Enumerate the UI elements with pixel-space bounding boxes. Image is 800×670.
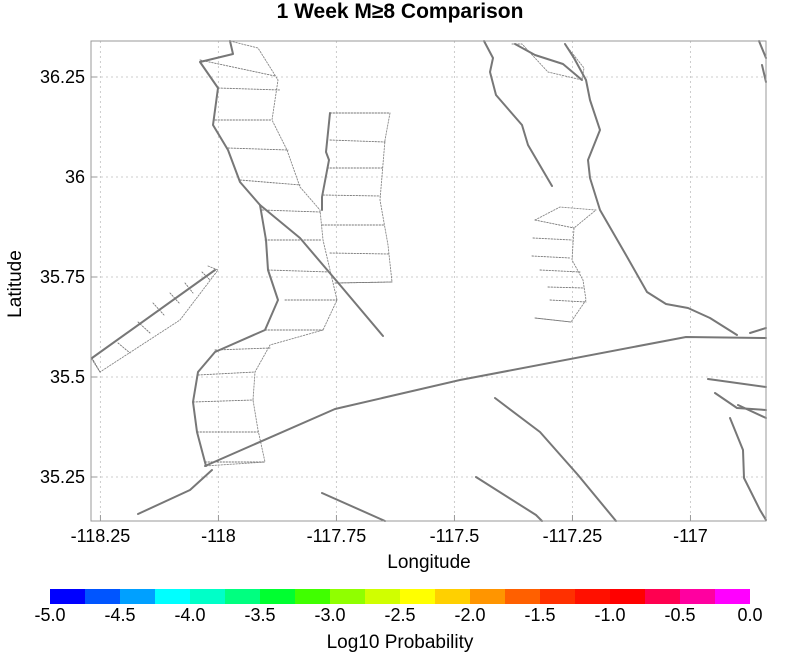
fault-trace — [737, 404, 767, 419]
colorbar-tick-label: -1.0 — [594, 605, 626, 625]
axis-ticks — [91, 76, 691, 521]
colorbar-segment — [575, 589, 610, 604]
fault-trace — [321, 492, 386, 522]
colorbar-tick-label: -3.5 — [244, 605, 276, 625]
fault-traces — [90, 40, 767, 522]
fault-trace — [729, 417, 767, 521]
colorbar-segment — [365, 589, 400, 604]
colorbar-label: Log10 Probability — [326, 632, 474, 653]
colorbar-segment — [190, 589, 225, 604]
fault-trace — [749, 327, 767, 334]
fault-surface-outline — [534, 206, 597, 323]
fault-trace — [259, 204, 384, 337]
x-tick-label: -117.5 — [429, 526, 480, 546]
fault-segment-ties — [531, 219, 587, 323]
fault-trace — [714, 392, 767, 411]
fault-surface-outline — [204, 40, 338, 467]
colorbar-segment — [50, 589, 85, 604]
colorbar-segment — [435, 589, 470, 604]
colorbar-segment — [715, 589, 750, 604]
colorbar-segment — [645, 589, 680, 604]
fault-trace — [91, 269, 216, 359]
x-tick-label: -118.25 — [70, 526, 131, 546]
colorbar-segment — [330, 589, 365, 604]
colorbar-segment — [120, 589, 155, 604]
fault-trace — [137, 469, 213, 515]
x-tick-label: -118 — [201, 526, 236, 546]
fault-segment-ties — [321, 112, 393, 284]
colorbar-segment — [295, 589, 330, 604]
y-tick-label: 36.25 — [39, 67, 85, 87]
fault-surface-outline — [511, 43, 585, 81]
fault-trace — [564, 43, 738, 336]
fault-trace — [761, 64, 767, 83]
colorbar-segment — [540, 589, 575, 604]
y-tick-label: 35.25 — [39, 467, 85, 487]
y-tick-label: 35.75 — [39, 267, 85, 287]
colorbar-tick-label: -4.0 — [174, 605, 206, 625]
colorbar-segment — [225, 589, 260, 604]
colorbar-tick-label: -5.0 — [34, 605, 66, 625]
colorbar-segment — [400, 589, 435, 604]
colorbar-segment — [680, 589, 715, 604]
fault-trace — [514, 43, 583, 81]
colorbar-tick-label: -1.5 — [524, 605, 556, 625]
grid-lines — [91, 41, 766, 521]
fault-surface-outline — [329, 112, 393, 284]
colorbar-tick-label: -2.5 — [384, 605, 416, 625]
y-axis-label: Latitude — [5, 250, 26, 318]
x-tick-label: -117.75 — [306, 526, 367, 546]
fault-trace — [475, 476, 543, 522]
colorbar-segment — [260, 589, 295, 604]
colorbar-tick-label: -0.5 — [664, 605, 696, 625]
colorbar-tick-label: 0.0 — [737, 605, 763, 625]
colorbar-tick-label: -3.0 — [314, 605, 346, 625]
fault-trace — [483, 40, 553, 187]
colorbar-segment — [610, 589, 645, 604]
chart-title: 1 Week M≥8 Comparison — [276, 0, 524, 23]
colorbar-segment — [470, 589, 505, 604]
colorbar-segment — [505, 589, 540, 604]
fault-trace — [707, 378, 767, 388]
colorbar — [50, 589, 750, 604]
colorbar-segment — [155, 589, 190, 604]
fault-trace — [204, 336, 767, 467]
x-tick-label: -117 — [673, 526, 708, 546]
fault-segment-ties — [192, 59, 338, 463]
fault-trace — [192, 40, 279, 467]
plot-frame — [90, 40, 767, 522]
fault-trace — [494, 397, 617, 522]
fault-surface-outline — [90, 265, 219, 373]
fault-trace — [321, 112, 331, 211]
colorbar-tick-label: -2.0 — [454, 605, 486, 625]
y-tick-label: 36 — [64, 167, 85, 187]
x-tick-label: -117.25 — [542, 526, 603, 546]
y-tick-label: 35.5 — [49, 367, 85, 387]
x-axis-label: Longitude — [387, 552, 471, 573]
fault-trace — [758, 40, 767, 59]
colorbar-segment — [85, 589, 120, 604]
colorbar-tick-label: -4.5 — [104, 605, 136, 625]
